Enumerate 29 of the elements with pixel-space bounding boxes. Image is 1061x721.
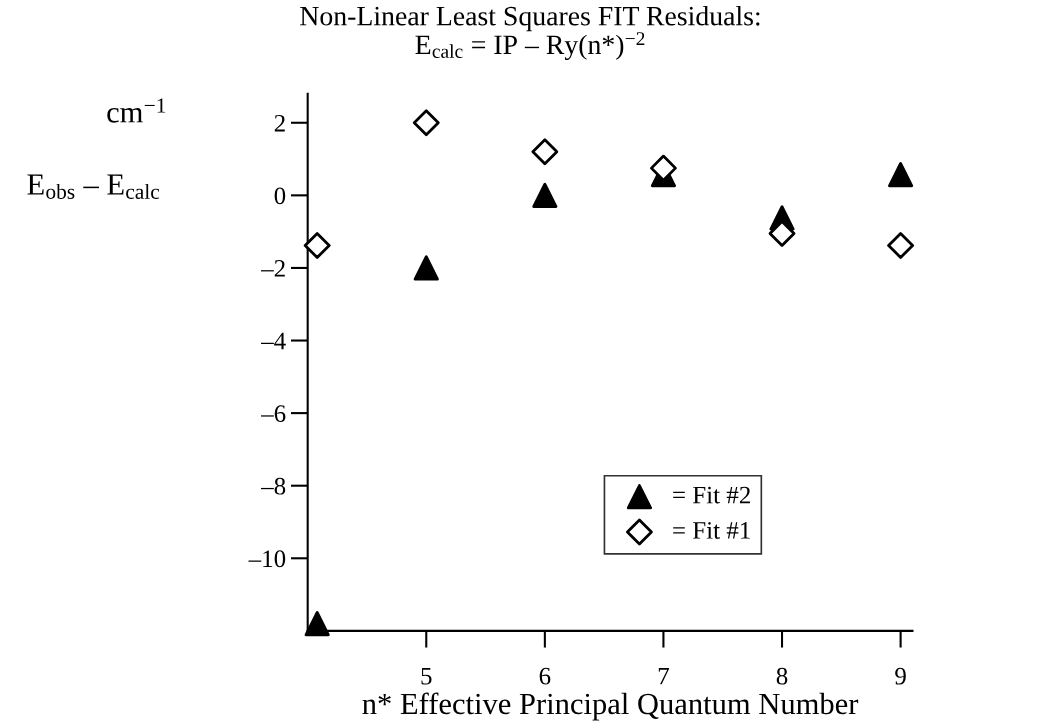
point: [303, 232, 331, 259]
legend-label: = Fit #2: [673, 486, 750, 504]
point: [413, 255, 439, 281]
y-tick-label: 2: [274, 114, 285, 132]
x-tick-label: 9: [895, 667, 906, 685]
point: [768, 220, 796, 247]
y-tick-label: –8: [260, 477, 286, 495]
chart-title: Non-Linear Least Squares FIT Residuals:: [300, 5, 760, 32]
y-axis-title: E$_{obs}$ – E$_{calc}$: [27, 174, 160, 199]
point: [412, 109, 440, 137]
point: [532, 182, 558, 208]
point: [888, 162, 914, 188]
x-tick-label: 5: [421, 667, 432, 685]
point: [304, 611, 330, 637]
legend-label: = Fit #1: [673, 522, 750, 539]
text: cm$^{−1}$: [107, 98, 166, 123]
point: [531, 138, 559, 166]
x-tick-label: 6: [539, 667, 551, 685]
x-axis-title: n* Effective Principal Quantum Number: [362, 692, 859, 721]
chart-subtitle: E$_{calc}$ = IP – Ry(n*)$^{−2}$: [415, 32, 645, 60]
x-tick-label: 7: [658, 667, 669, 685]
point: [887, 232, 915, 259]
x-tick-label: 8: [776, 667, 788, 685]
y-tick-label: –4: [260, 332, 286, 350]
y-tick-label: –10: [248, 550, 286, 568]
y-tick-label: –2: [260, 260, 285, 277]
y-tick-label: 0: [274, 187, 286, 205]
y-tick-label: –6: [260, 405, 286, 423]
point: [650, 154, 677, 182]
